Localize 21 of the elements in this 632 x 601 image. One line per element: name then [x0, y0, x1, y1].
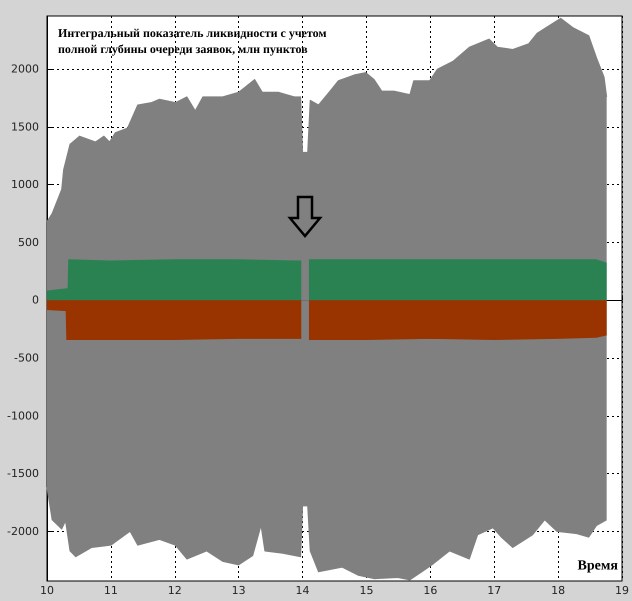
text: Интегральный показатель ликвидности с учетом полной глубины очереди заявок, млн пунктов: [58, 26, 330, 56]
y-tick-label: -2000: [7, 524, 39, 538]
y-tick-label: 1000: [11, 178, 39, 192]
y-tick-label: 500: [18, 236, 39, 249]
y-tick-label: 2000: [11, 62, 39, 76]
y-tick-label: -1000: [7, 409, 39, 422]
x-axis-title: Время: [578, 558, 618, 574]
x-tick-label: 19: [615, 584, 629, 597]
y-tick-label: 1500: [11, 120, 39, 134]
x-tick-label: 16: [423, 584, 438, 597]
x-tick-label: 13: [232, 584, 246, 597]
y-tick-label: 0: [32, 294, 39, 307]
x-tick-label: 12: [168, 584, 182, 597]
y-tick-label: -500: [14, 352, 39, 365]
x-tick-label: 10: [40, 584, 54, 597]
x-tick-label: 18: [551, 584, 566, 597]
x-tick-label: 17: [487, 584, 502, 597]
x-tick-label: 15: [359, 584, 374, 597]
y-tick-label: -1500: [7, 467, 39, 480]
x-tick-label: 11: [104, 584, 118, 597]
x-tick-label: 14: [296, 584, 310, 597]
